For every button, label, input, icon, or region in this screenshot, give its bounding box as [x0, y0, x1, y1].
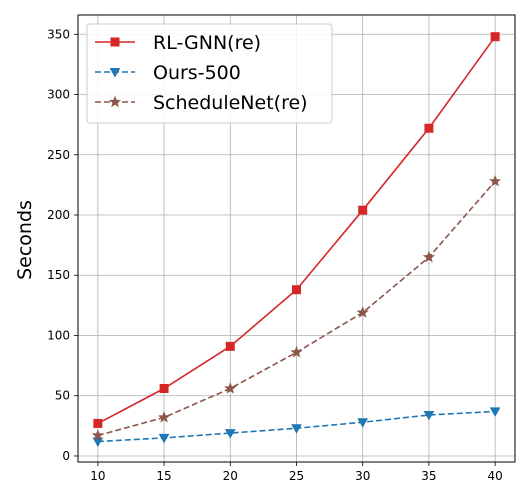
x-tick-label: 25	[289, 469, 304, 483]
data-point	[91, 429, 104, 441]
legend: RL-GNN(re) Ours-500 ScheduleNet(re)	[86, 23, 333, 124]
y-tick-label: 50	[55, 389, 70, 403]
legend-box	[86, 23, 333, 124]
y-tick-label: 200	[47, 208, 70, 222]
x-tick-label: 35	[421, 469, 436, 483]
x-tick-label: 40	[487, 469, 502, 483]
legend-marker	[109, 68, 121, 78]
data-point	[224, 429, 236, 439]
data-point	[224, 382, 237, 394]
data-point	[291, 424, 302, 434]
data-point	[424, 123, 434, 133]
y-tick-label: 250	[47, 148, 70, 162]
legend-marker	[110, 37, 120, 47]
data-point	[489, 407, 501, 417]
y-axis-label: Seconds	[14, 200, 36, 280]
series-layer	[91, 32, 502, 448]
data-point	[225, 341, 235, 351]
tick-layer: 10 15 20 25 30 35 40 0 50 100 150 200 250 300 350	[47, 27, 503, 483]
legend-marker	[108, 95, 122, 108]
data-point	[489, 174, 502, 187]
y-tick-label: 350	[47, 27, 70, 41]
data-point	[292, 285, 301, 295]
y-tick-label: 100	[47, 328, 70, 342]
legend-label: RL-GNN(re)	[153, 32, 261, 54]
data-point	[158, 433, 170, 444]
series-schedulenet-re	[91, 174, 502, 441]
legend-item: Ours-500	[95, 62, 241, 84]
data-point	[93, 418, 103, 428]
x-tick-label: 10	[90, 469, 105, 483]
legend-label: ScheduleNet(re)	[153, 92, 308, 114]
data-point	[358, 205, 368, 215]
y-tick-label: 0	[62, 449, 70, 463]
data-point	[422, 250, 436, 263]
series-ours-500	[92, 407, 501, 448]
x-tick-label: 30	[355, 469, 370, 483]
data-point	[157, 410, 171, 423]
data-point	[290, 345, 303, 358]
y-tick-label: 150	[47, 268, 70, 282]
legend-label: Ours-500	[153, 62, 241, 84]
x-tick-label: 15	[156, 469, 171, 483]
series-rl-gnn-re	[93, 32, 500, 428]
legend-item: RL-GNN(re)	[95, 32, 261, 54]
data-point	[423, 411, 435, 421]
data-point	[159, 384, 169, 394]
data-point	[357, 418, 369, 428]
data-point	[356, 306, 369, 318]
y-tick-label: 300	[47, 88, 70, 102]
data-point	[490, 32, 500, 42]
x-tick-label: 20	[223, 469, 238, 483]
legend-item: ScheduleNet(re)	[95, 92, 308, 114]
